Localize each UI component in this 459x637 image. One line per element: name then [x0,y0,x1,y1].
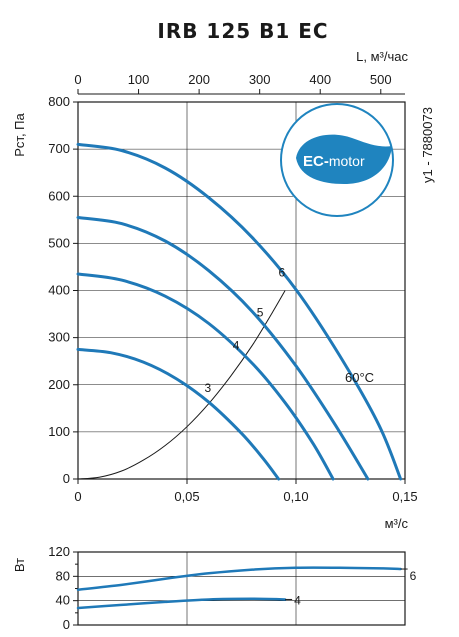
fan-curve-6 [76,142,403,481]
y-axis-title: Рст, Па [12,112,27,156]
power-y-tick-label: 80 [56,568,70,583]
y-tick-label: 400 [48,283,70,298]
y-tick-label: 600 [48,188,70,203]
fan-curve-5 [76,216,370,481]
system-curve [77,290,286,480]
chart-title: IRB 125 B1 EC [157,19,328,43]
power-curve-6 [76,566,402,591]
top-tick-label: 400 [309,72,331,87]
power-curve-4 [76,597,287,610]
top-tick-label: 300 [249,72,271,87]
top-axis-title: L, м³/час [356,49,408,64]
fan-curves [76,142,403,481]
ec-motor-badge: EC-motor [280,103,394,217]
x-tick-label: 0,10 [283,489,308,504]
y-tick-label: 200 [48,377,70,392]
fan-curve-label-5: 5 [257,305,264,319]
y-tick-label: 300 [48,330,70,345]
power-curve-label-4: 4 [294,593,301,607]
power-y-tick-label: 0 [63,617,70,632]
power-y-tick-labels: 0 40 80 120 [48,544,70,632]
leaf-icon [296,134,392,184]
y-tick-label: 700 [48,141,70,156]
top-axis: 0 100 200 300 400 500 [74,72,405,95]
power-plot-frame [77,551,406,626]
y-tick-labels: 0 100 200 300 400 500 600 700 800 [48,94,70,486]
y-tick-label: 800 [48,94,70,109]
fan-curve-labels: 3 4 5 6 [204,265,285,394]
main-plot: 0 100 200 300 400 500 L, м³/час 0100200300400… [12,49,435,531]
side-code: y1 - 7880073 [420,107,435,183]
power-y-tick-label: 40 [56,593,70,608]
fan-curve-label-3: 3 [204,381,211,395]
power-curve-label-6: 6 [410,569,417,583]
x-tick-label: 0,15 [392,489,417,504]
power-grid [73,551,406,626]
power-curve-labels: 64 [285,568,417,607]
power-y-tick-label: 120 [48,544,70,559]
fan-curve-3 [76,347,281,481]
fan-curve-4 [76,272,335,481]
y-tick-label: 0 [63,471,70,486]
bottom-axis-title: м³/с [385,516,409,531]
ec-badge-text: EC-motor [303,153,365,170]
x-tick-label: 0 [74,489,81,504]
fan-curve-label-6: 6 [279,265,286,279]
grid [73,101,406,484]
top-tick-label: 200 [188,72,210,87]
x-tick-labels: 0 0,05 0,10 0,15 [74,489,417,504]
fan-curve-label-4: 4 [233,338,240,352]
temperature-label: 60°C [345,370,374,385]
top-tick-label: 500 [370,72,392,87]
power-curves [76,566,402,610]
top-tick-label: 0 [74,72,81,87]
y-tick-label: 100 [48,424,70,439]
x-tick-label: 0,05 [174,489,199,504]
power-y-axis-title: Вт [12,558,27,572]
y-tick-label: 500 [48,235,70,250]
top-tick-label: 100 [128,72,150,87]
